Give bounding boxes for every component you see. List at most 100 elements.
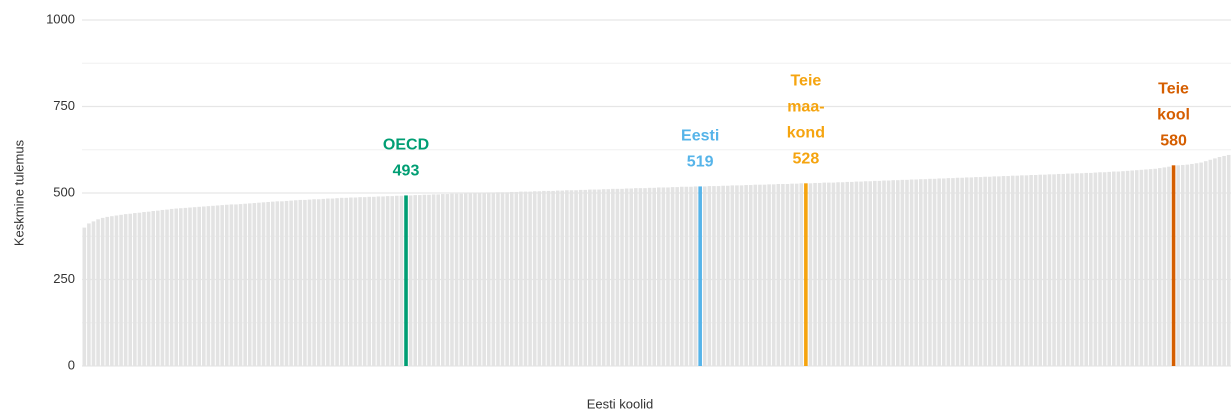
bar bbox=[647, 187, 652, 366]
bar bbox=[459, 193, 463, 366]
bar bbox=[376, 196, 381, 366]
bar bbox=[326, 198, 330, 366]
bar bbox=[1043, 174, 1047, 366]
bar bbox=[689, 186, 693, 366]
bar bbox=[1102, 172, 1107, 366]
bar bbox=[643, 188, 647, 366]
bar bbox=[1075, 173, 1079, 366]
bar bbox=[868, 181, 873, 366]
bar bbox=[422, 194, 427, 366]
bar bbox=[845, 181, 850, 366]
bar bbox=[105, 216, 110, 366]
bar bbox=[542, 190, 546, 366]
bar bbox=[840, 182, 845, 366]
bar bbox=[179, 208, 183, 366]
y-tick-label: 0 bbox=[68, 357, 75, 372]
bar bbox=[395, 195, 399, 366]
bar bbox=[1121, 171, 1125, 366]
bar bbox=[574, 190, 578, 366]
bar bbox=[418, 195, 422, 366]
bar bbox=[201, 206, 206, 366]
bar bbox=[693, 186, 698, 366]
bar bbox=[923, 179, 928, 366]
bar bbox=[381, 196, 385, 366]
highlight-label: Eesti bbox=[681, 128, 719, 145]
bar bbox=[1194, 163, 1199, 366]
bar bbox=[661, 187, 666, 366]
bar bbox=[1006, 176, 1010, 366]
bar bbox=[698, 186, 702, 366]
bar bbox=[941, 178, 946, 366]
bar bbox=[362, 197, 367, 366]
bar bbox=[790, 183, 794, 366]
bar bbox=[909, 179, 914, 366]
bar bbox=[491, 192, 496, 366]
bar bbox=[808, 183, 813, 366]
bar bbox=[951, 178, 955, 366]
bar bbox=[243, 203, 247, 366]
bar bbox=[891, 180, 895, 366]
bar bbox=[629, 188, 634, 366]
bar bbox=[652, 187, 656, 366]
highlight-value: 519 bbox=[687, 154, 714, 171]
bar bbox=[638, 188, 643, 366]
bar bbox=[514, 191, 519, 366]
bar bbox=[882, 180, 886, 366]
bar bbox=[758, 184, 762, 366]
bar bbox=[247, 203, 252, 366]
bar bbox=[675, 187, 679, 366]
bar bbox=[160, 209, 165, 366]
bar bbox=[110, 216, 114, 366]
bar bbox=[404, 195, 408, 366]
bar bbox=[335, 198, 339, 366]
highlight-label: Teie bbox=[1158, 81, 1189, 98]
bar bbox=[486, 192, 491, 366]
bar bbox=[620, 188, 624, 366]
bar bbox=[1208, 159, 1213, 366]
bar bbox=[96, 219, 100, 366]
bar bbox=[500, 192, 505, 366]
bar bbox=[528, 191, 532, 366]
bar bbox=[1222, 155, 1226, 366]
bar bbox=[119, 214, 123, 366]
bar bbox=[712, 186, 716, 366]
bar bbox=[1199, 162, 1203, 366]
bar bbox=[197, 206, 201, 366]
y-tick-label: 250 bbox=[53, 271, 75, 286]
bar bbox=[1001, 176, 1006, 366]
bar bbox=[100, 217, 105, 366]
bar bbox=[91, 221, 96, 366]
y-axis-label: Keskmine tulemus bbox=[11, 139, 26, 246]
bar bbox=[142, 212, 146, 366]
bar bbox=[707, 186, 712, 366]
bar bbox=[496, 192, 500, 366]
bar bbox=[946, 178, 951, 366]
bar bbox=[1190, 163, 1194, 366]
bar bbox=[771, 184, 776, 366]
bar bbox=[307, 199, 312, 366]
bar bbox=[886, 180, 891, 366]
bar bbox=[298, 199, 303, 366]
bar bbox=[799, 183, 804, 366]
bar bbox=[1167, 166, 1171, 366]
bar bbox=[877, 180, 882, 366]
x-axis-label: Eesti koolid bbox=[587, 396, 653, 411]
bar bbox=[519, 191, 523, 366]
highlight-label: Teie bbox=[790, 73, 821, 90]
bar bbox=[137, 212, 142, 366]
bar bbox=[270, 201, 275, 366]
bar bbox=[229, 204, 234, 366]
bar bbox=[905, 179, 909, 366]
bar bbox=[551, 190, 555, 366]
bar bbox=[684, 186, 689, 366]
bar bbox=[836, 182, 840, 366]
bar bbox=[974, 177, 978, 366]
bar bbox=[1162, 167, 1167, 366]
bar bbox=[1171, 165, 1176, 366]
y-tick-label: 1000 bbox=[46, 11, 75, 26]
bar bbox=[211, 205, 215, 366]
bar bbox=[188, 207, 192, 366]
bar bbox=[169, 208, 174, 366]
bar bbox=[1107, 171, 1112, 366]
